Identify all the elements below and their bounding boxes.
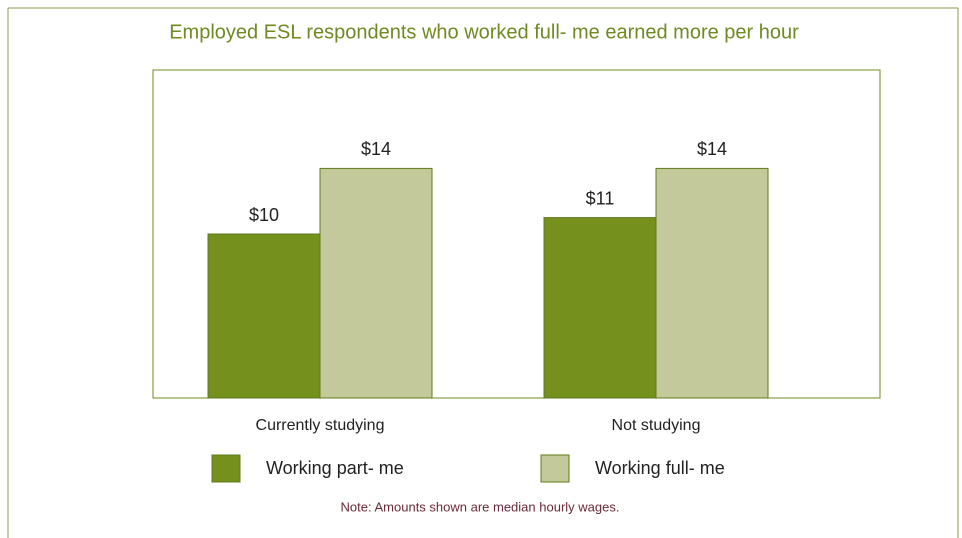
x-tick-label: Not studying bbox=[612, 417, 701, 434]
data-label: $14 bbox=[361, 139, 391, 159]
legend-swatch bbox=[540, 454, 570, 483]
data-label: $10 bbox=[249, 205, 279, 225]
legend-swatch bbox=[211, 454, 241, 483]
data-label: $11 bbox=[586, 188, 615, 208]
bar bbox=[319, 167, 433, 399]
x-tick-label: Currently studying bbox=[256, 417, 385, 434]
bar bbox=[655, 167, 769, 399]
legend-label: Working part- me bbox=[266, 458, 404, 478]
bar bbox=[207, 233, 321, 399]
chart-title: Employed ESL respondents who worked full… bbox=[169, 21, 799, 43]
data-label: $14 bbox=[697, 139, 727, 159]
legend-label: Working full- me bbox=[595, 458, 725, 478]
plot-area bbox=[152, 69, 881, 399]
note: Note: Amounts shown are median hourly wa… bbox=[341, 499, 620, 514]
bar bbox=[543, 217, 657, 399]
